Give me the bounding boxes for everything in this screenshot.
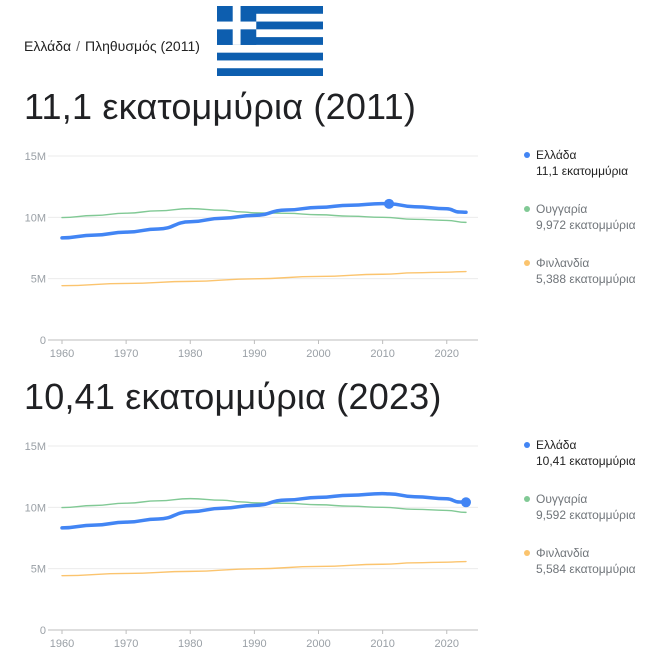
legend-value: 5,584 εκατομμύρια	[536, 562, 636, 576]
x-tick-label: 1970	[114, 638, 138, 650]
x-tick-label: 2000	[306, 638, 330, 650]
legend-item-finland[interactable]: Φινλανδία 5,388 εκατομμύρια	[524, 255, 636, 287]
legend-value: 9,592 εκατομμύρια	[536, 508, 636, 522]
flag-stripe	[217, 6, 323, 14]
y-tick-label: 10M	[25, 502, 46, 514]
x-tick-label: 2020	[435, 348, 459, 360]
legend-item-finland[interactable]: Φινλανδία 5,584 εκατομμύρια	[524, 545, 636, 577]
legend-item-hungary[interactable]: Ουγγαρία 9,592 εκατομμύρια	[524, 491, 636, 523]
legend-item-greece[interactable]: Ελλάδα 10,41 εκατομμύρια	[524, 437, 636, 469]
x-tick-label: 1960	[50, 638, 74, 650]
series-line-greece[interactable]	[60, 491, 468, 530]
legend-value: 11,1 εκατομμύρια	[536, 164, 629, 178]
breadcrumb-metric: Πληθυσμός (2011)	[85, 38, 200, 54]
legend-2023: Ελλάδα 10,41 εκατομμύρια Ουγγαρία 9,592 …	[524, 437, 636, 599]
y-tick-label: 0	[40, 625, 46, 637]
y-tick-label: 15M	[25, 151, 46, 163]
breadcrumb: Ελλάδα / Πληθυσμός (2011)	[24, 38, 200, 54]
flag-stripe	[217, 52, 323, 61]
legend-dot-icon	[524, 550, 530, 556]
legend-value: 5,388 εκατομμύρια	[536, 272, 636, 286]
x-tick-label: 1990	[242, 348, 266, 360]
x-tick-label: 2010	[370, 638, 394, 650]
legend-dot-icon	[524, 442, 530, 448]
legend-dot-icon	[524, 496, 530, 502]
series-line-hungary[interactable]	[61, 497, 467, 514]
breadcrumb-separator: /	[76, 38, 80, 54]
flag-stripe	[217, 68, 323, 76]
y-tick-label: 5M	[31, 564, 46, 576]
legend-name: Φινλανδία	[536, 256, 590, 270]
y-tick-label: 15M	[25, 441, 46, 453]
y-tick-label: 10M	[25, 212, 46, 224]
breadcrumb-country[interactable]: Ελλάδα	[24, 38, 72, 54]
legend-value: 9,972 εκατομμύρια	[536, 218, 636, 232]
x-tick-label: 2020	[435, 638, 459, 650]
flag-stripe	[217, 21, 323, 30]
legend-name: Ελλάδα	[536, 148, 577, 162]
x-tick-label: 1990	[242, 638, 266, 650]
y-tick-label: 5M	[31, 274, 46, 286]
flag-stripe	[217, 37, 323, 45]
legend-name: Ελλάδα	[536, 438, 577, 452]
legend-2011: Ελλάδα 11,1 εκατομμύρια Ουγγαρία 9,972 ε…	[524, 147, 636, 309]
population-chart-2011[interactable]: 0 5M 10M 15M 1960 1970 1980 1990 2000 2010 2020	[0, 140, 500, 365]
x-tick-label: 1980	[178, 638, 202, 650]
highlight-point[interactable]	[461, 497, 471, 508]
legend-value: 10,41 εκατομμύρια	[536, 454, 636, 468]
legend-dot-icon	[524, 260, 530, 266]
legend-name: Ουγγαρία	[536, 202, 588, 216]
series-line-greece[interactable]	[60, 201, 468, 240]
legend-dot-icon	[524, 206, 530, 212]
legend-dot-icon	[524, 152, 530, 158]
headline-2011: 11,1 εκατομμύρια (2011)	[24, 86, 417, 127]
x-tick-label: 2010	[370, 348, 394, 360]
greece-flag-icon	[217, 6, 323, 76]
headline-2023: 10,41 εκατομμύρια (2023)	[24, 376, 442, 417]
y-tick-label: 0	[40, 335, 46, 347]
x-tick-label: 1980	[178, 348, 202, 360]
x-tick-label: 1970	[114, 348, 138, 360]
highlight-point[interactable]	[384, 198, 395, 209]
legend-name: Ουγγαρία	[536, 492, 588, 506]
legend-name: Φινλανδία	[536, 546, 590, 560]
x-tick-label: 2000	[306, 348, 330, 360]
series-line-finland[interactable]	[61, 560, 467, 577]
legend-item-hungary[interactable]: Ουγγαρία 9,972 εκατομμύρια	[524, 201, 636, 233]
series-line-finland[interactable]	[61, 270, 467, 287]
series-line-hungary[interactable]	[61, 207, 467, 224]
x-tick-label: 1960	[50, 348, 74, 360]
population-chart-2023[interactable]: 0 5M 10M 15M 1960 1970 1980 1990 2000 2010 2020	[0, 430, 500, 655]
legend-item-greece[interactable]: Ελλάδα 11,1 εκατομμύρια	[524, 147, 636, 179]
